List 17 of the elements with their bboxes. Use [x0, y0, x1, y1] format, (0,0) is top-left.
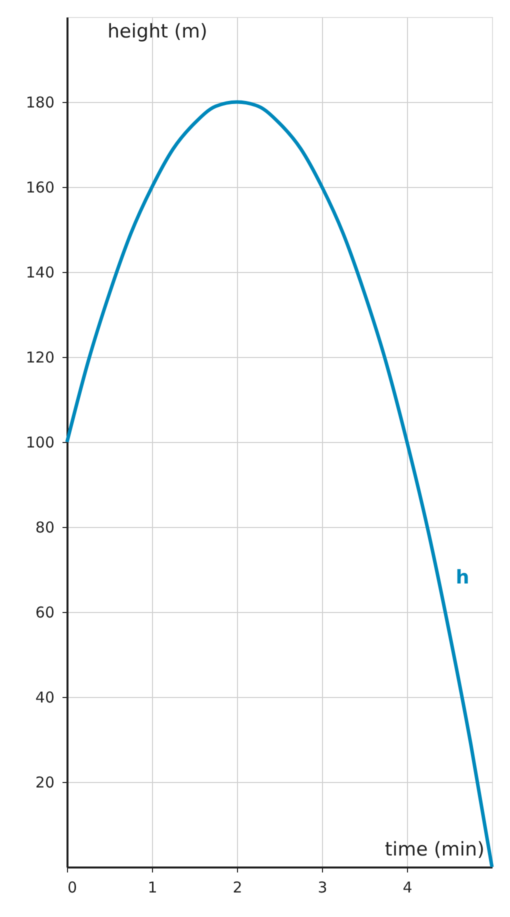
y-tick-label: 180: [26, 94, 54, 112]
y-tick-label: 40: [35, 688, 54, 706]
y-tick-label: 60: [35, 604, 54, 622]
x-tick-label: 1: [148, 878, 158, 896]
x-tick-label: 4: [402, 878, 412, 896]
series-label: h: [456, 566, 470, 588]
y-tick-label: 20: [35, 774, 54, 792]
y-tick-label: 120: [26, 348, 54, 366]
y-tick-label: 160: [26, 178, 54, 196]
x-tick-label: 0: [68, 878, 78, 896]
y-tick-label: 100: [26, 434, 54, 452]
y-axis-title: height (m): [108, 20, 208, 42]
x-tick-label: 3: [318, 878, 328, 896]
x-axis-title: time (min): [384, 838, 484, 860]
x-tick-label: 2: [232, 878, 242, 896]
y-tick-label: 80: [35, 518, 54, 536]
y-tick-label: 140: [26, 264, 54, 282]
